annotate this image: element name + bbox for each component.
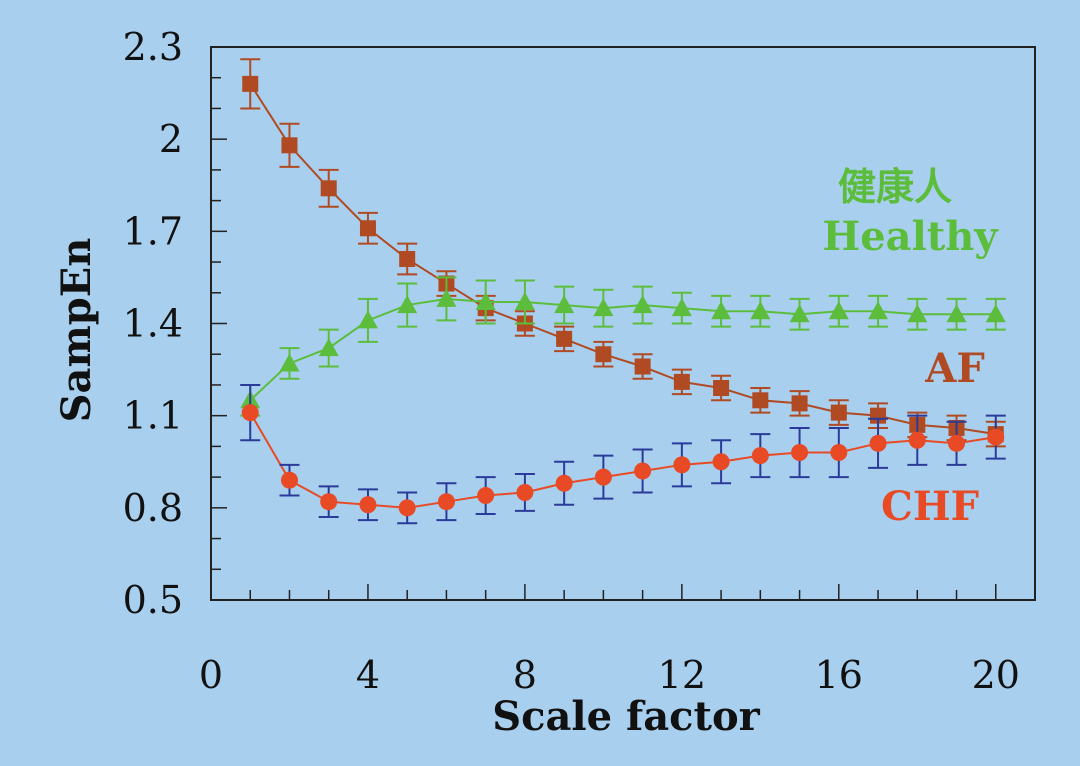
data-point-healthy — [632, 295, 653, 314]
data-point-healthy — [985, 304, 1006, 323]
y-tick-label: 0.5 — [123, 578, 183, 622]
series-layer — [240, 58, 1006, 525]
y-tick-label: 1.4 — [123, 302, 183, 346]
data-point-af — [830, 404, 847, 421]
data-point-af — [595, 346, 612, 363]
legend-healthy-chinese-label: 健康人 — [838, 165, 952, 209]
y-tick-label: 0.8 — [123, 486, 183, 530]
data-point-chf — [359, 496, 377, 514]
x-tick-label: 20 — [972, 653, 1020, 697]
series-chf — [240, 383, 1006, 525]
data-point-af — [556, 330, 573, 347]
data-point-chf — [477, 487, 495, 505]
data-point-healthy — [828, 301, 849, 320]
data-point-af — [281, 137, 298, 154]
x-axis-title: Scale factor — [492, 693, 760, 740]
y-tick-label: 2 — [159, 117, 183, 161]
y-tick-label: 1.1 — [123, 394, 183, 438]
y-tick-label: 2.3 — [123, 25, 183, 69]
tick-marks — [211, 76, 997, 600]
data-point-healthy — [711, 301, 732, 320]
data-point-chf — [320, 493, 338, 511]
data-point-healthy — [671, 298, 692, 317]
plot-area — [210, 46, 1036, 601]
data-point-healthy — [593, 298, 614, 317]
data-point-af — [713, 380, 730, 397]
data-point-healthy — [789, 304, 810, 323]
data-point-chf — [594, 468, 612, 486]
data-point-af — [242, 75, 259, 92]
legend-chf-label: CHF — [881, 483, 979, 530]
data-point-healthy — [554, 295, 575, 314]
data-point-healthy — [907, 304, 928, 323]
data-point-chf — [948, 434, 966, 452]
x-tick-labels: 0 4 8 12 16 20 — [199, 653, 1020, 697]
data-point-chf — [908, 431, 926, 449]
data-point-chf — [751, 447, 769, 465]
data-point-healthy — [946, 304, 967, 323]
data-point-chf — [241, 404, 259, 422]
data-point-chf — [437, 493, 455, 511]
data-point-chf — [280, 471, 298, 489]
data-point-healthy — [397, 295, 418, 314]
data-point-healthy — [357, 310, 378, 329]
data-point-af — [752, 392, 769, 409]
data-point-chf — [987, 428, 1005, 446]
x-tick-label: 12 — [658, 653, 706, 697]
legend-healthy-label: Healthy — [822, 213, 999, 260]
data-point-chf — [516, 483, 534, 501]
data-point-af — [359, 220, 376, 237]
data-point-healthy — [436, 288, 457, 307]
data-point-healthy — [475, 291, 496, 310]
x-tick-label: 4 — [356, 653, 380, 697]
y-axis-title: SampEn — [53, 238, 100, 423]
data-point-chf — [830, 444, 848, 462]
x-tick-label: 16 — [815, 653, 863, 697]
x-tick-label: 8 — [513, 653, 537, 697]
data-point-chf — [791, 444, 809, 462]
data-point-healthy — [514, 291, 535, 310]
y-tick-labels: 2.3 2 1.7 1.4 1.1 0.8 0.5 — [123, 25, 183, 622]
data-point-chf — [673, 456, 691, 474]
data-point-healthy — [318, 338, 339, 357]
legend-af-label: AF — [924, 345, 984, 392]
x-tick-label: 0 — [199, 653, 223, 697]
series-line-healthy — [249, 297, 996, 402]
y-tick-label: 1.7 — [123, 209, 183, 253]
data-point-af — [791, 395, 808, 412]
data-point-af — [399, 250, 416, 267]
data-point-af — [673, 373, 690, 390]
data-point-af — [320, 180, 337, 197]
data-point-chf — [398, 499, 416, 517]
data-point-chf — [869, 434, 887, 452]
data-point-chf — [712, 453, 730, 471]
data-point-af — [634, 358, 651, 375]
data-point-healthy — [868, 301, 889, 320]
data-point-healthy — [279, 353, 300, 372]
data-point-chf — [555, 474, 573, 492]
data-point-chf — [634, 462, 652, 480]
data-point-healthy — [750, 301, 771, 320]
